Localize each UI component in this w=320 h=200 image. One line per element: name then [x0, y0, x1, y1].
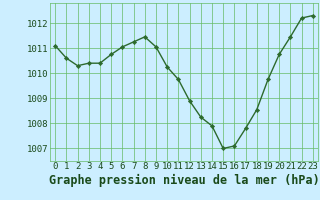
X-axis label: Graphe pression niveau de la mer (hPa): Graphe pression niveau de la mer (hPa): [49, 174, 319, 187]
